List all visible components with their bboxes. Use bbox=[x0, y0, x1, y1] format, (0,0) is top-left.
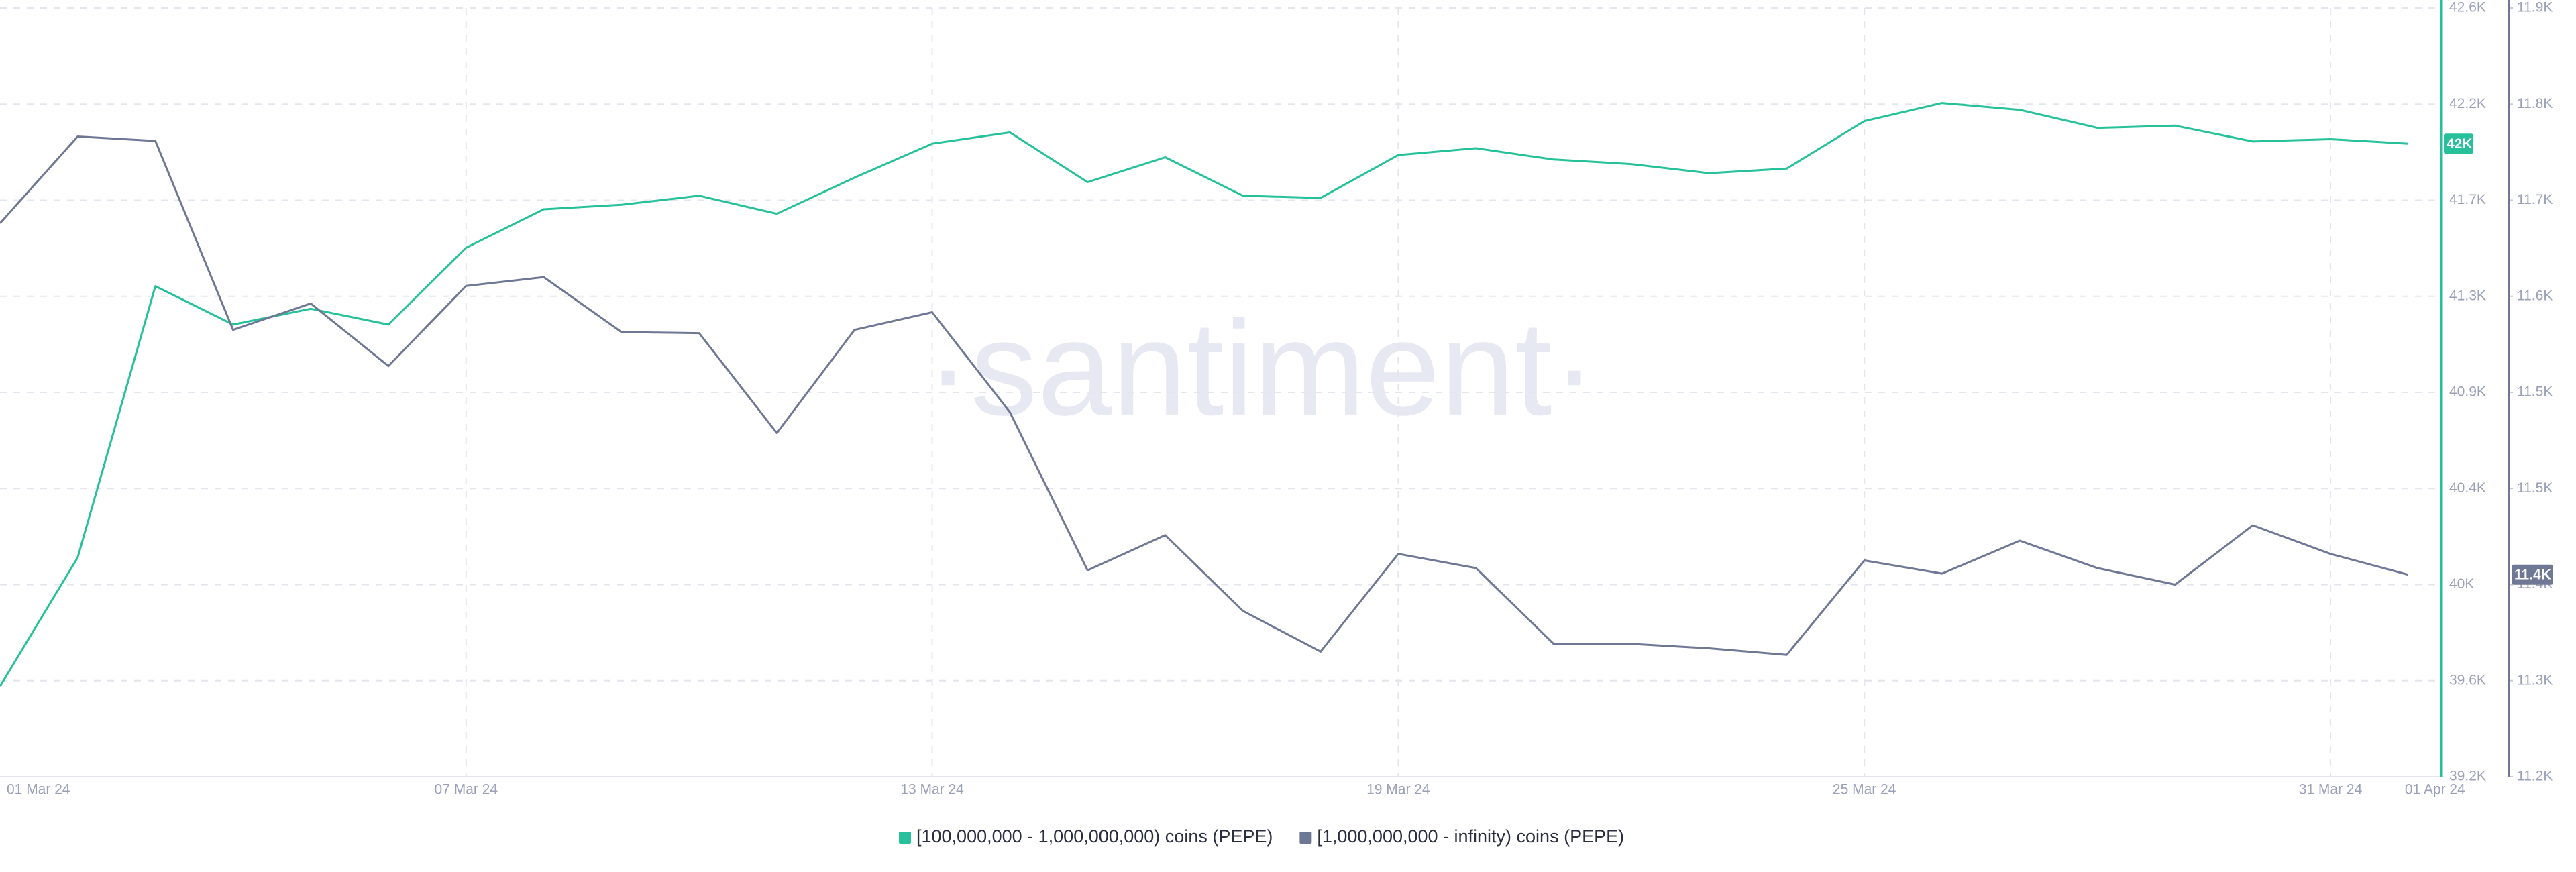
x-tick-label: 19 Mar 24 bbox=[1366, 782, 1430, 798]
legend-swatch bbox=[1299, 832, 1312, 844]
series-line bbox=[0, 102, 2408, 687]
y-tick-label: 39.6K bbox=[2449, 672, 2486, 688]
y2-tick-label: 11.7K bbox=[2517, 192, 2553, 207]
y2-tick-label: 11.9K bbox=[2517, 0, 2553, 15]
end-value-badge bbox=[2512, 564, 2553, 585]
y-tick-label: 40.4K bbox=[2449, 480, 2486, 496]
y2-tick-label: 11.3K bbox=[2517, 672, 2553, 688]
x-tick-label: 01 Mar 24 bbox=[7, 782, 70, 798]
y2-tick-label: 11.6K bbox=[2517, 288, 2553, 303]
y-tick-label: 40K bbox=[2449, 576, 2474, 592]
x-tick-label: 31 Mar 24 bbox=[2299, 782, 2363, 798]
series-line bbox=[0, 135, 2409, 656]
y-tick-label: 39.2K bbox=[2449, 769, 2486, 784]
y-tick-label: 41.7K bbox=[2449, 192, 2486, 207]
y2-tick-label: 11.5K bbox=[2517, 480, 2553, 496]
legend-label: [100,000,000 - 1,000,000,000) coins (PEP… bbox=[916, 826, 1273, 847]
watermark: ·santiment· bbox=[926, 294, 1597, 443]
end-value-badge bbox=[2444, 133, 2473, 154]
end-value-label: 42K bbox=[2447, 136, 2473, 152]
y-tick-label: 40.9K bbox=[2449, 384, 2486, 400]
end-value-label: 11.4K bbox=[2514, 567, 2551, 582]
y2-tick-label: 11.5K bbox=[2517, 384, 2553, 400]
y2-tick-label: 11.2K bbox=[2517, 769, 2553, 784]
y-tick-label: 42.6K bbox=[2449, 0, 2486, 15]
y2-tick-label: 11.8K bbox=[2517, 96, 2553, 111]
x-tick-label: 07 Mar 24 bbox=[435, 782, 498, 798]
legend-label: [1,000,000,000 - infinity) coins (PEPE) bbox=[1317, 826, 1624, 847]
x-tick-label: 25 Mar 24 bbox=[1833, 782, 1896, 798]
legend-swatch bbox=[899, 832, 911, 844]
x-tick-label: 01 Apr 24 bbox=[2405, 782, 2465, 798]
x-tick-label: 13 Mar 24 bbox=[900, 782, 964, 798]
y-tick-label: 41.3K bbox=[2449, 288, 2486, 303]
y-tick-label: 42.2K bbox=[2449, 96, 2486, 111]
